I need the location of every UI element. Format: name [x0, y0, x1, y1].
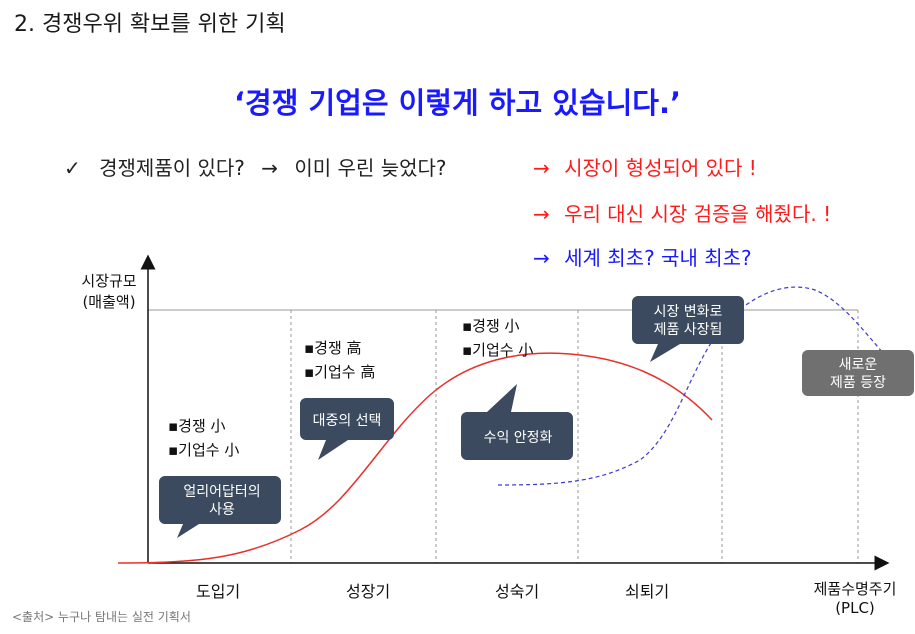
arrow-icon: → — [533, 246, 550, 270]
competitor-question: 경쟁제품이 있다? — [99, 156, 245, 180]
reason-3-text: 세계 최초? 국내 최초? — [564, 246, 752, 270]
reason-2-text: 우리 대신 시장 검증을 해줬다. ! — [564, 202, 832, 226]
growth-notes: ▪경쟁 高 ▪기업수 高 — [304, 336, 375, 384]
maturity-entrants: ▪기업수 小 — [462, 341, 534, 359]
callout-early-adopter: 얼리어답터의 사용 — [159, 476, 281, 538]
page-title: 2. 경쟁우위 확보를 위한 기획 — [14, 12, 286, 37]
maturity-notes: ▪경쟁 小 ▪기업수 小 — [462, 314, 533, 362]
bullet-line-1: ✓ 경쟁제품이 있다? → 이미 우린 늦었다? — [64, 152, 447, 181]
callout-stable-profit-text: 수익 안정화 — [484, 430, 553, 446]
phase-label-maturity: 성숙기 — [495, 582, 540, 601]
reason-1-text: 시장이 형성되어 있다 ! — [564, 156, 757, 180]
maturity-competition: ▪경쟁 小 — [462, 317, 520, 335]
callout-mass-choice: 대중의 선택 — [300, 398, 394, 460]
phase-label-intro: 도입기 — [196, 582, 241, 601]
callout-early-adopter-line2: 사용 — [209, 502, 235, 518]
callout-market-change-line1: 시장 변화로 — [654, 304, 723, 320]
x-axis-label: 제품수명주기 (PLC) — [813, 580, 897, 617]
callout-stable-profit: 수익 안정화 — [461, 384, 573, 460]
growth-competition: ▪경쟁 高 — [304, 339, 362, 357]
callout-new-product-line1: 새로운 — [839, 357, 878, 373]
callout-new-product: 새로운 제품 등장 — [802, 350, 914, 396]
intro-competition: ▪경쟁 小 — [168, 417, 226, 435]
arrow-icon: → — [533, 202, 550, 226]
callout-early-adopter-line1: 얼리어답터의 — [183, 484, 260, 500]
phase-label-growth: 성장기 — [346, 582, 391, 601]
source-citation: <출처> 누구나 탐내는 실전 기획서 — [12, 610, 191, 624]
late-question: 이미 우린 늦었다? — [294, 156, 447, 180]
callout-new-product-line2: 제품 등장 — [830, 375, 886, 391]
current-product-curve — [117, 352, 713, 564]
callout-mass-choice-text: 대중의 선택 — [313, 413, 382, 429]
reason-3: → 세계 최초? 국내 최초? — [533, 242, 752, 271]
reason-1: → 시장이 형성되어 있다 ! — [533, 152, 757, 181]
reason-2: → 우리 대신 시장 검증을 해줬다. ! — [533, 198, 831, 227]
y-axis-label: 시장규모 (매출액) — [81, 272, 137, 311]
callout-market-change-line2: 제품 사장됨 — [654, 322, 723, 338]
intro-notes: ▪경쟁 小 ▪기업수 小 — [168, 414, 239, 462]
arrow-icon: → — [533, 156, 550, 180]
intro-entrants: ▪기업수 小 — [168, 441, 240, 459]
arrow-icon: → — [261, 156, 279, 180]
phase-label-decline: 쇠퇴기 — [625, 582, 670, 601]
callout-market-change: 시장 변화로 제품 사장됨 — [632, 296, 744, 362]
growth-entrants: ▪기업수 高 — [304, 363, 376, 381]
check-icon: ✓ — [64, 156, 81, 180]
headline: ‘경쟁 기업은 이렇게 하고 있습니다.’ — [234, 86, 681, 120]
